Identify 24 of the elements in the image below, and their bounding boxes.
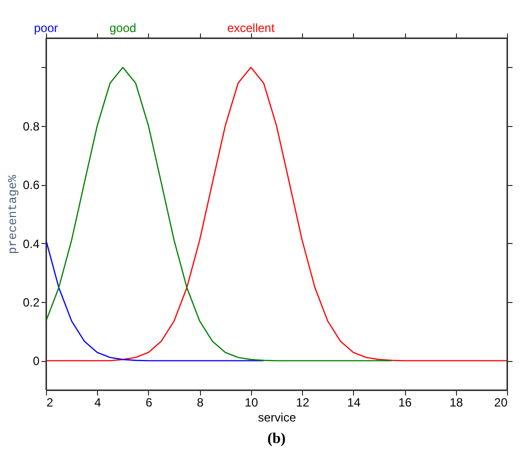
line-series bbox=[45, 66, 508, 362]
x-tick-label: 10 bbox=[244, 396, 258, 410]
x-axis-title: service bbox=[258, 410, 296, 424]
x-tick-label: 14 bbox=[347, 396, 361, 410]
x-tick-label: 18 bbox=[450, 396, 464, 410]
x-tick-label: 8 bbox=[196, 396, 204, 410]
y-axis-title: precentage% bbox=[6, 174, 20, 254]
y-tick-label: 0.8 bbox=[22, 120, 40, 134]
y-tick-label: 0.6 bbox=[22, 178, 40, 192]
y-tick-label: 0.2 bbox=[22, 296, 40, 310]
y-tick-label: 0.4 bbox=[22, 236, 40, 251]
text: poor bbox=[34, 21, 58, 35]
x-tick-label: 4 bbox=[94, 396, 102, 410]
x-tick-label: 12 bbox=[296, 396, 310, 410]
x-tick-label: 20 bbox=[494, 396, 508, 410]
y-tick-label: 0 bbox=[32, 354, 40, 368]
text: good bbox=[109, 21, 136, 35]
text: (b) bbox=[267, 431, 286, 447]
text: excellent bbox=[227, 21, 276, 35]
line-series bbox=[45, 66, 392, 362]
x-tick-label: 6 bbox=[146, 396, 153, 410]
x-tick-label: 16 bbox=[398, 396, 412, 410]
line-series bbox=[45, 240, 264, 362]
x-tick-label: 2 bbox=[46, 396, 54, 410]
